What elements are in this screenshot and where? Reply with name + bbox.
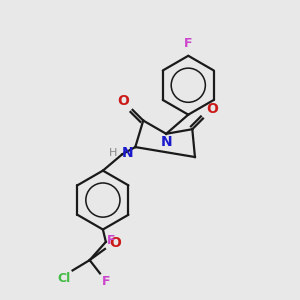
Text: O: O [207,102,219,116]
Text: N: N [122,146,133,160]
Text: Cl: Cl [57,272,70,285]
Text: O: O [110,236,121,250]
Text: H: H [109,148,118,158]
Text: F: F [184,38,193,50]
Text: O: O [117,94,129,108]
Text: F: F [106,235,115,248]
Text: F: F [101,275,110,288]
Text: N: N [160,135,172,149]
